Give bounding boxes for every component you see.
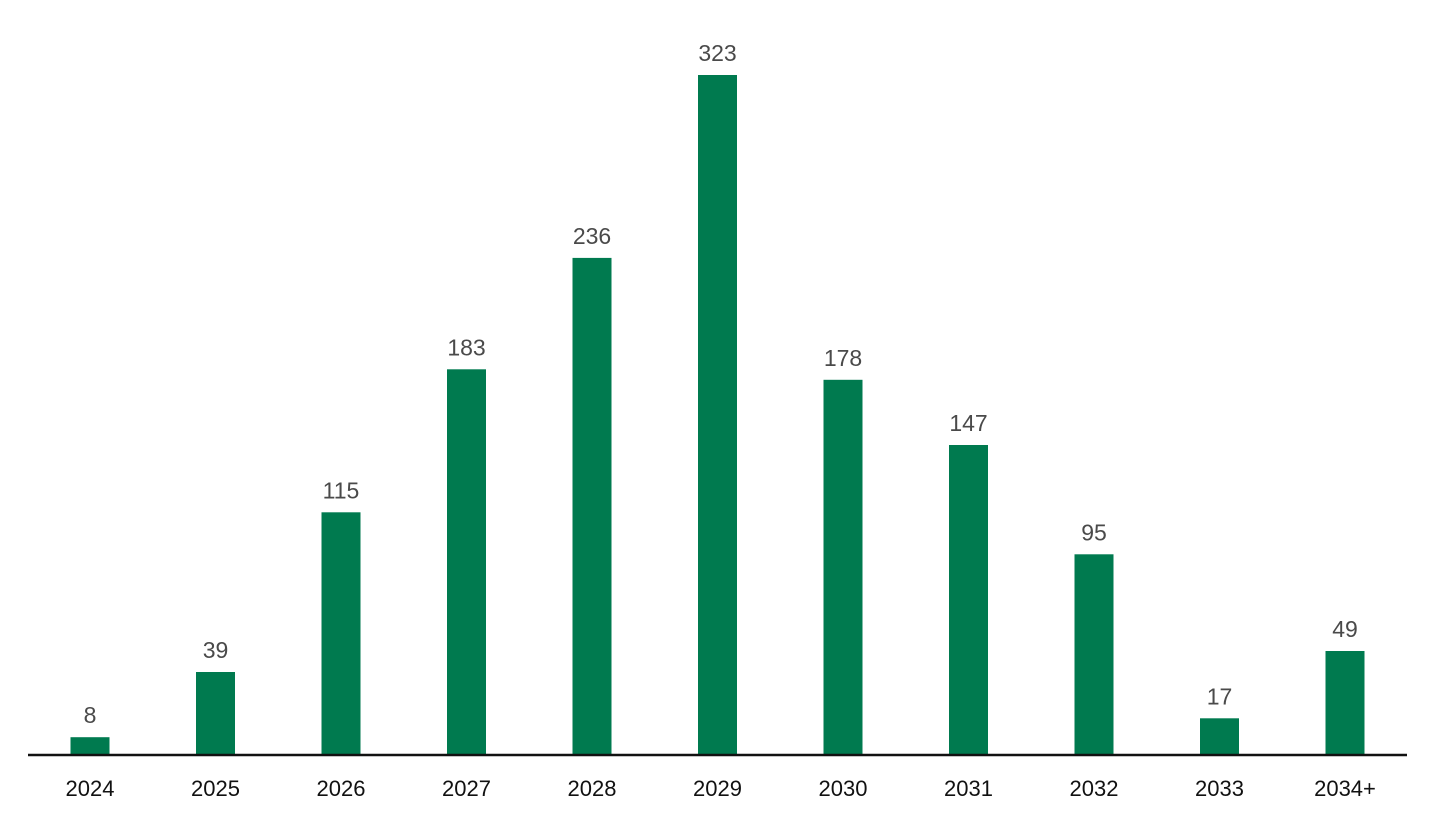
bar-2030	[823, 379, 863, 754]
x-tick-label: 2030	[819, 776, 868, 801]
bar-2033	[1200, 718, 1239, 754]
x-tick-label: 2033	[1195, 776, 1244, 801]
bar-value-label: 178	[824, 345, 862, 371]
bar-2026	[321, 512, 361, 754]
bar-value-label: 236	[573, 223, 611, 249]
bar-value-label: 115	[323, 477, 360, 503]
bar-2031	[949, 445, 988, 754]
x-tick-label: 2032	[1070, 776, 1119, 801]
value-labels-group: 8 39 115 183 236 323 178 147 95 17 49	[84, 40, 1358, 728]
bar-value-label: 39	[203, 637, 229, 663]
bar-2028	[572, 257, 612, 754]
x-tick-label: 2026	[317, 776, 366, 801]
bar-2024	[70, 737, 110, 754]
bar-2032	[1074, 554, 1114, 754]
bar-value-label: 17	[1207, 683, 1233, 709]
bar-value-label: 147	[949, 410, 987, 436]
x-tick-label: 2024	[66, 776, 115, 801]
x-tick-label: 2027	[442, 776, 491, 801]
bar-2027	[447, 369, 486, 754]
x-tick-label: 2031	[944, 776, 993, 801]
bar-value-label: 49	[1332, 616, 1358, 642]
x-tick-labels-group: 2024 2025 2026 2027 2028 2029 2030 2031 2032 2033…	[66, 776, 1376, 801]
bar-value-label: 8	[84, 702, 97, 728]
bars-group	[70, 75, 1365, 754]
x-tick-label: 2029	[693, 776, 742, 801]
x-tick-label: 2034+	[1314, 776, 1376, 801]
bar-2034+	[1325, 651, 1365, 754]
x-tick-label: 2025	[191, 776, 240, 801]
x-tick-label: 2028	[568, 776, 617, 801]
bar-2029	[698, 75, 737, 754]
bar-value-label: 95	[1081, 519, 1107, 545]
bar-2025	[196, 672, 235, 754]
bar-value-label: 183	[447, 334, 485, 360]
bar-value-label: 323	[698, 40, 736, 66]
